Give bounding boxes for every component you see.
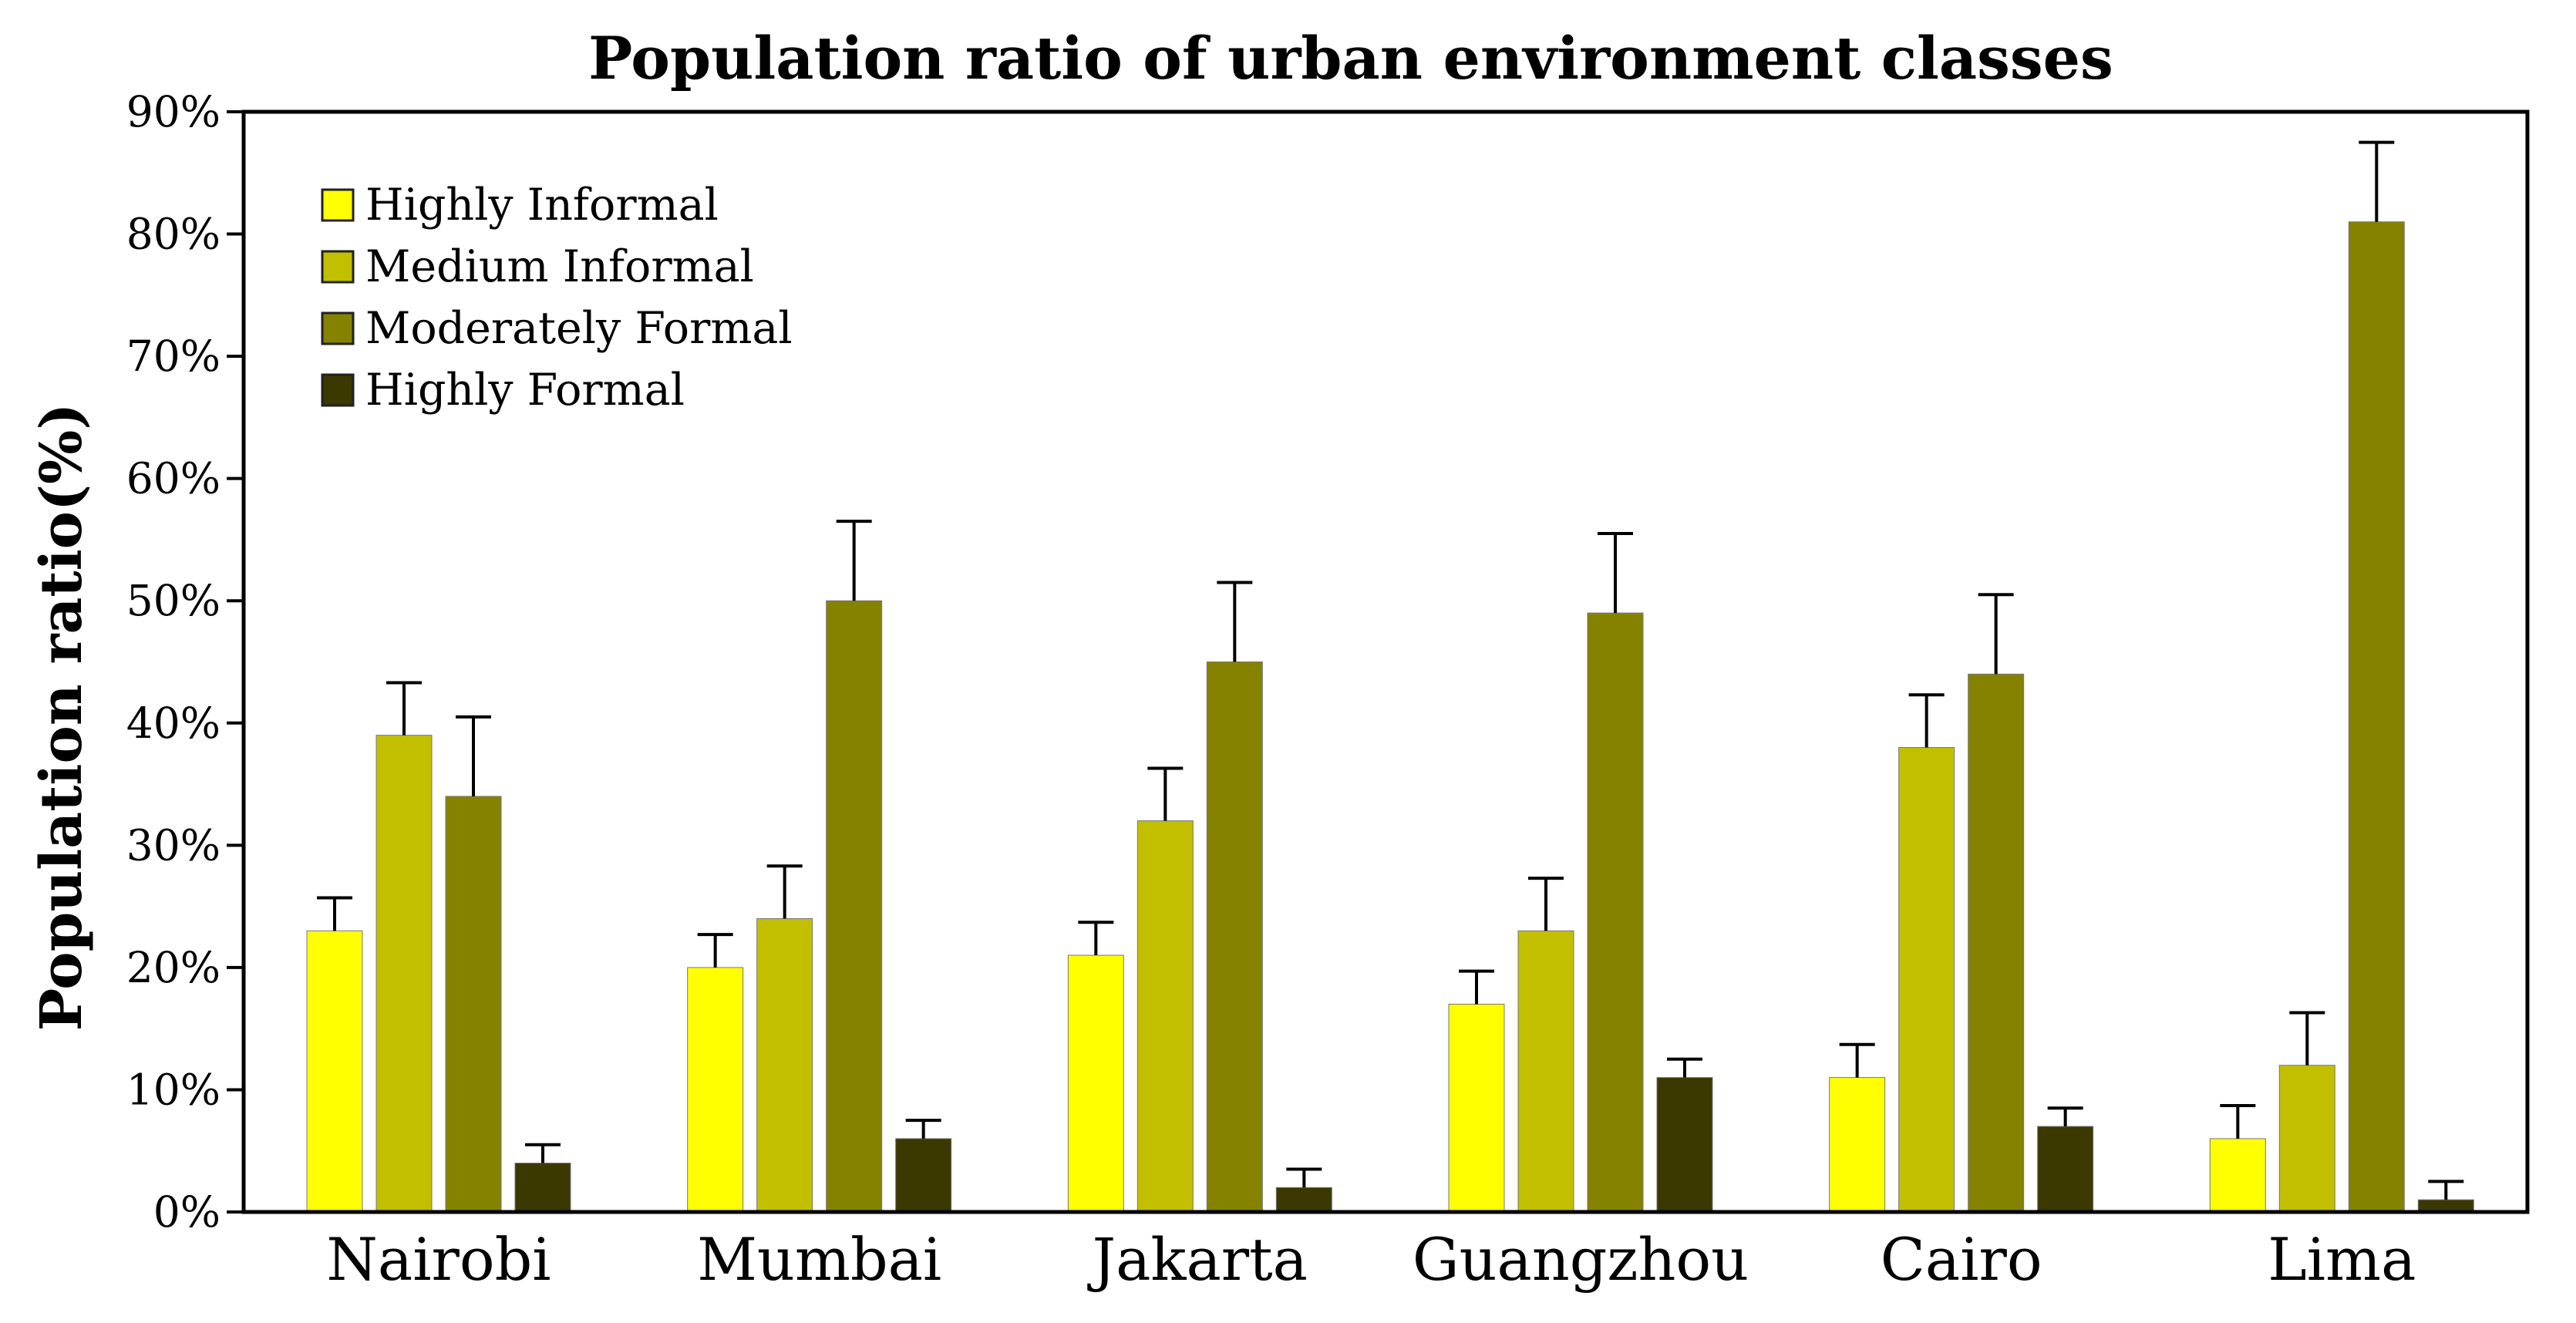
bar [1067, 954, 1124, 1213]
y-tick-label: 90% [126, 87, 221, 136]
legend-label: Highly Informal [365, 180, 719, 231]
bar [1448, 1003, 1505, 1213]
x-tick-label: Guangzhou [1413, 1225, 1749, 1294]
bar [2037, 1126, 2094, 1213]
y-axis-label: Population ratio(%) [29, 403, 95, 1032]
bar [1829, 1077, 1886, 1213]
y-tick-label: 20% [126, 943, 221, 992]
x-tick-label: Nairobi [326, 1225, 551, 1294]
bar [1206, 662, 1263, 1213]
bar [1968, 673, 2025, 1213]
bar [1136, 820, 1194, 1213]
legend-label: Highly Formal [365, 365, 685, 416]
chart-title: Population ratio of urban environment cl… [588, 24, 2113, 93]
axes-group: 0% 10% 20% 30% 40% 50% 60% 70% 80% 90% Nairobi Mumb… [126, 87, 2530, 1294]
bar [1275, 1187, 1332, 1213]
bar [514, 1163, 571, 1213]
plot-frame [241, 109, 2530, 1214]
y-tick-label: 80% [126, 210, 221, 259]
bar [375, 735, 433, 1213]
bar [1656, 1077, 1713, 1213]
y-tick-label: 60% [126, 454, 221, 503]
bar [1587, 612, 1644, 1213]
legend: Highly Informal Medium Informal Moderately… [321, 180, 793, 416]
bar [1898, 746, 1955, 1213]
bar [826, 600, 883, 1213]
bar [2209, 1138, 2266, 1213]
bars-group [306, 140, 2474, 1213]
y-tick-label: 0% [153, 1187, 221, 1237]
bar [445, 796, 502, 1213]
bar [895, 1138, 952, 1213]
bar [1517, 930, 1574, 1213]
legend-swatch [321, 373, 355, 407]
x-tick-label: Mumbai [697, 1225, 941, 1294]
y-tick-label: 10% [126, 1065, 221, 1114]
legend-swatch [321, 250, 355, 284]
bar [756, 917, 813, 1213]
bar [2278, 1065, 2335, 1213]
legend-swatch [321, 311, 355, 345]
y-tick-label: 50% [126, 576, 221, 625]
legend-label: Moderately Formal [365, 303, 793, 354]
legend-swatch [321, 188, 355, 222]
y-tick-label: 40% [126, 699, 221, 748]
bar [687, 967, 744, 1213]
y-tick-label: 70% [126, 332, 221, 381]
x-tick-label: Jakarta [1087, 1225, 1308, 1294]
bar [306, 930, 363, 1213]
bar [2348, 221, 2405, 1213]
x-tick-label: Lima [2268, 1225, 2416, 1294]
y-tick-label: 30% [126, 820, 221, 870]
legend-label: Medium Informal [365, 241, 754, 292]
x-tick-label: Cairo [1881, 1225, 2042, 1294]
